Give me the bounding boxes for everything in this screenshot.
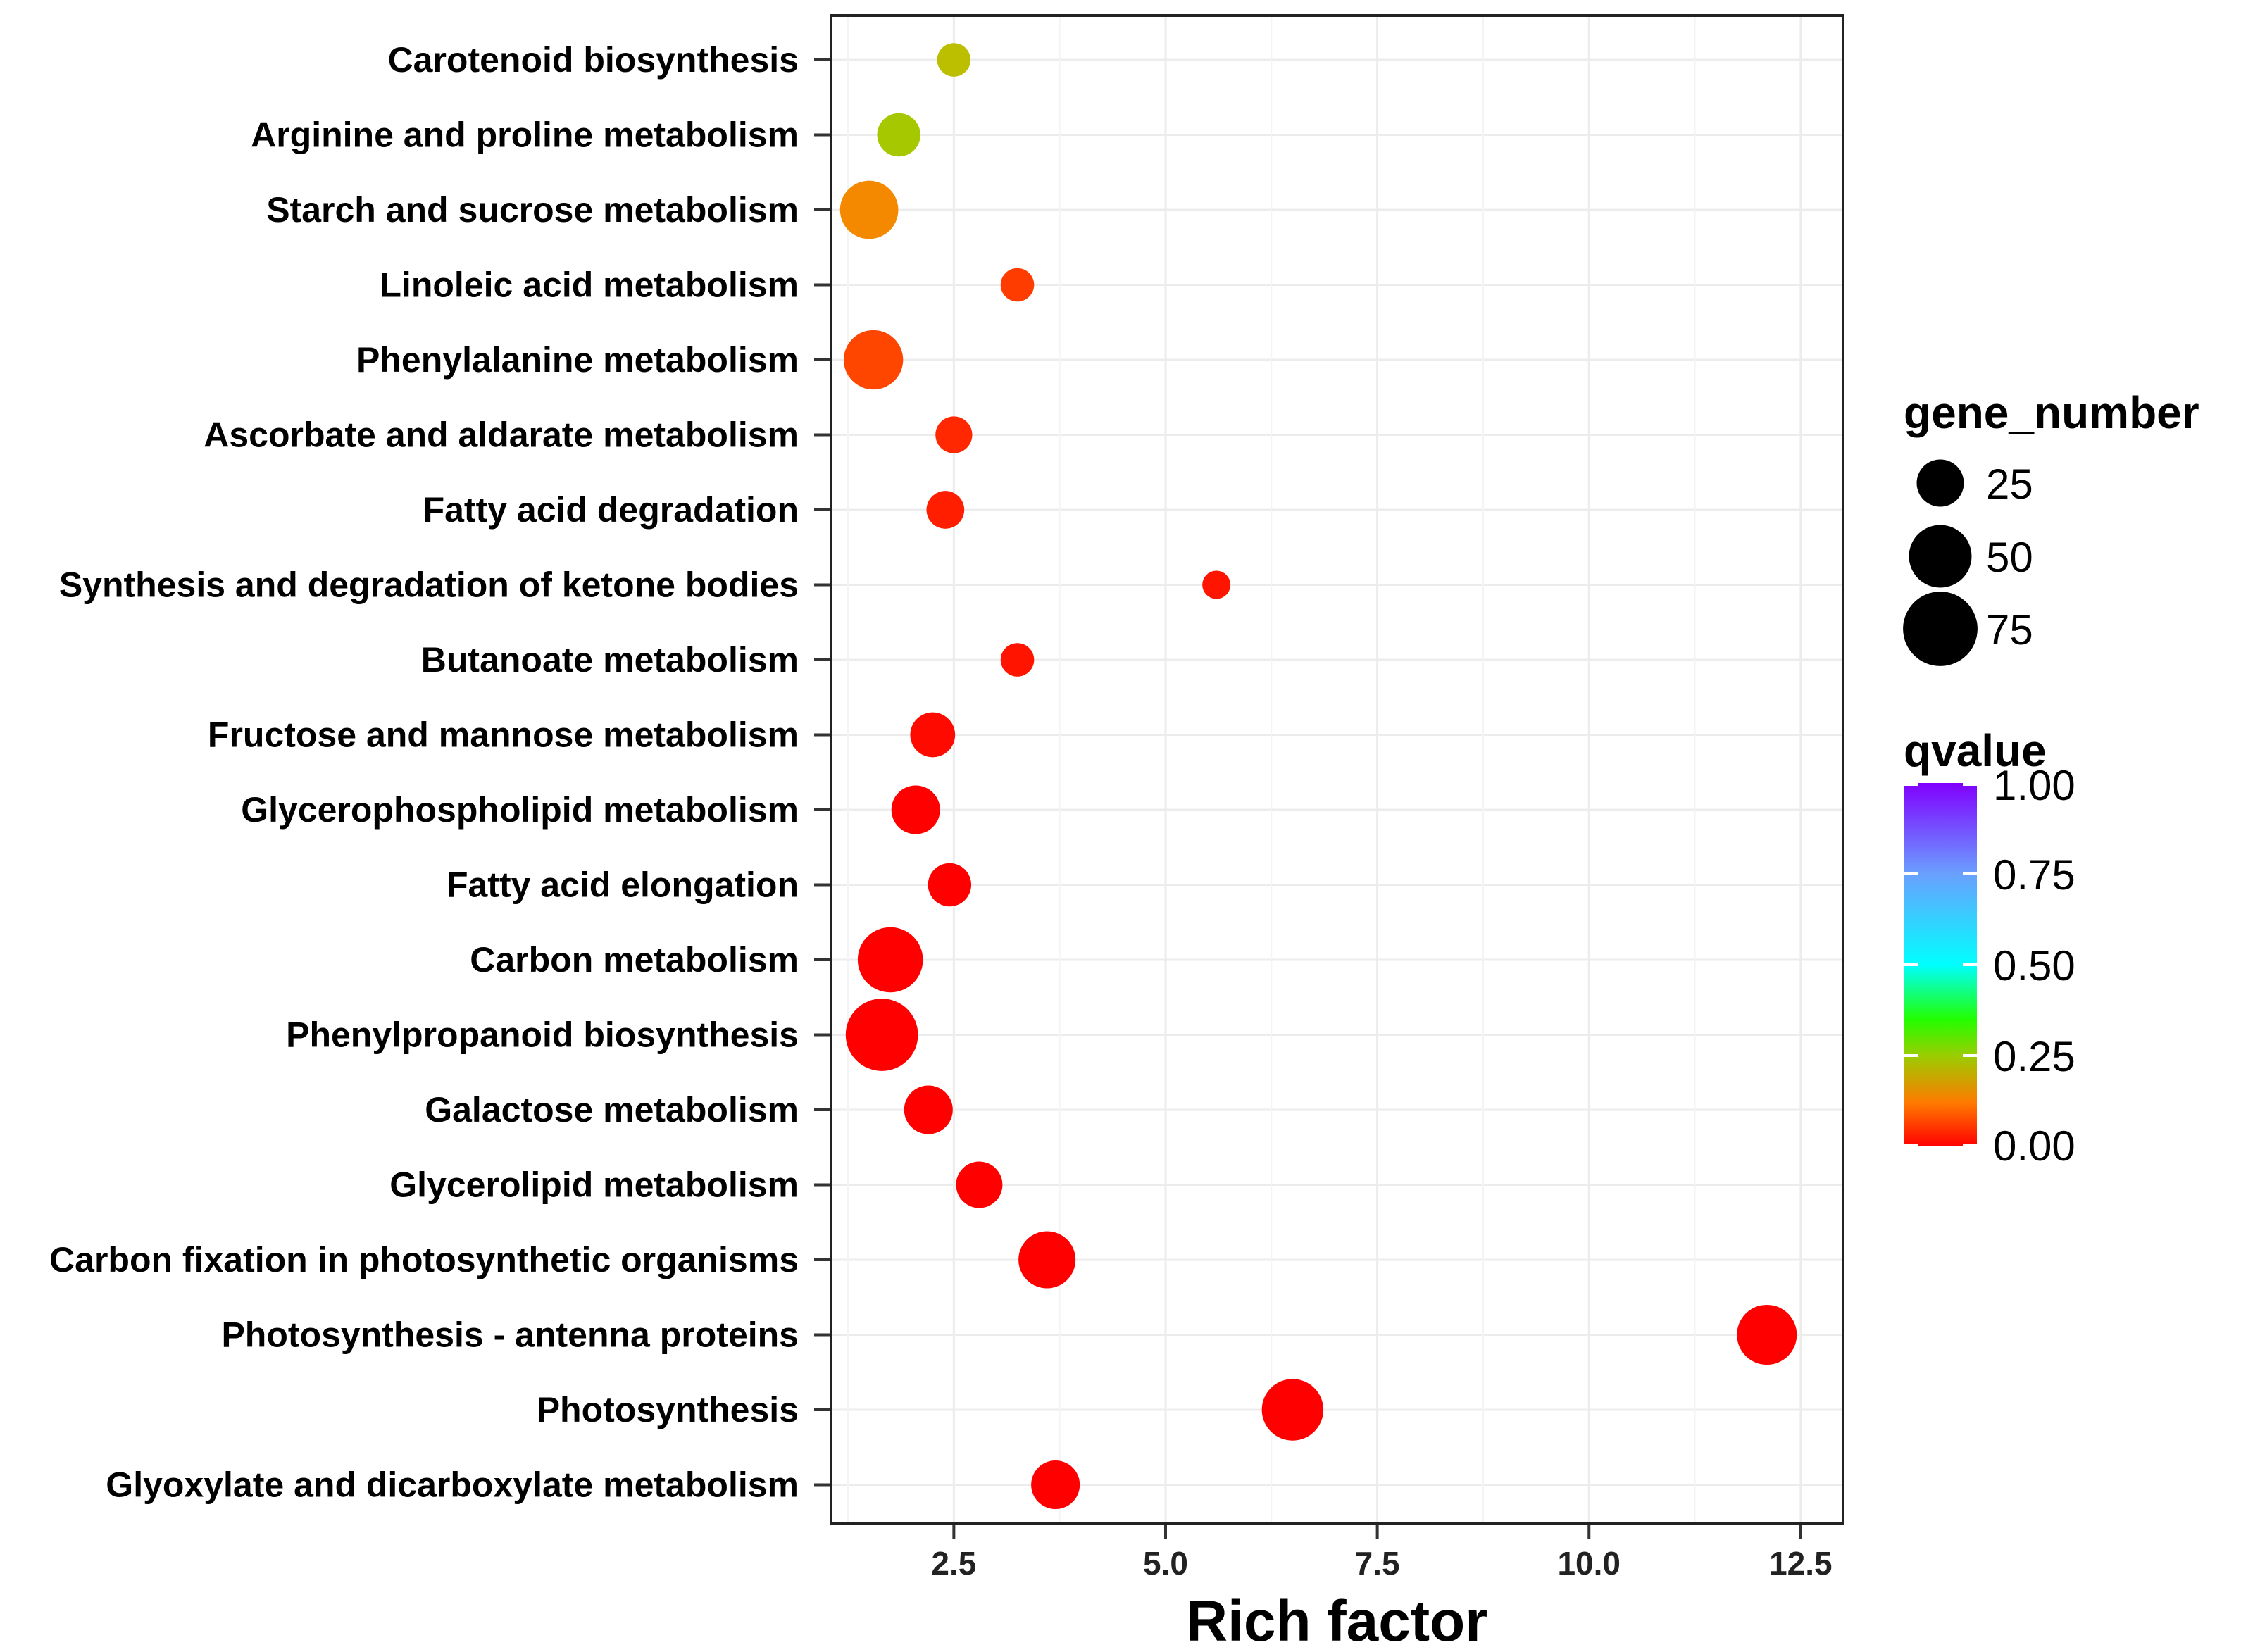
plot-border — [830, 14, 1844, 1525]
y-tick-label: Carotenoid biosynthesis — [388, 40, 799, 80]
x-axis: 2.5 5.0 7.5 10.0 12.5 — [931, 1524, 1833, 1582]
data-point — [1000, 643, 1035, 677]
data-point — [845, 999, 918, 1071]
size-legend-dot — [1916, 459, 1964, 507]
data-point — [1737, 1304, 1797, 1365]
data-point — [1031, 1460, 1080, 1510]
y-tick-label: Photosynthesis — [537, 1390, 799, 1429]
y-tick-label: Linoleic acid metabolism — [380, 265, 799, 305]
y-tick-label: Glycerolipid metabolism — [389, 1165, 799, 1205]
data-point — [877, 113, 920, 157]
x-tick-label: 12.5 — [1769, 1545, 1833, 1582]
data-point — [928, 863, 972, 907]
y-tick-label: Glyoxylate and dicarboxylate metabolism — [106, 1465, 799, 1505]
data-point — [843, 330, 904, 390]
data-point — [956, 1161, 1003, 1208]
x-axis-label: Rich factor — [1186, 1589, 1487, 1652]
data-point — [935, 416, 973, 453]
y-tick-label: Synthesis and degradation of ketone bodi… — [59, 565, 799, 605]
plot-background — [831, 15, 1843, 1524]
y-tick-label: Fatty acid degradation — [423, 490, 799, 530]
x-tick-label: 7.5 — [1355, 1545, 1400, 1582]
data-points — [839, 43, 1797, 1510]
y-axis: Carotenoid biosynthesis Arginine and prol… — [49, 40, 831, 1505]
y-tick-label: Glycerophospholipid metabolism — [241, 790, 799, 830]
color-legend-title: qvalue — [1904, 725, 2047, 776]
color-legend-label: 1.00 — [1993, 762, 2075, 809]
y-tick-label: Starch and sucrose metabolism — [266, 190, 799, 230]
y-tick-label: Phenylpropanoid biosynthesis — [286, 1015, 799, 1055]
color-legend-label: 0.50 — [1993, 942, 2075, 989]
size-legend-dot — [1903, 592, 1978, 666]
y-tick-label: Ascorbate and aldarate metabolism — [204, 415, 799, 455]
color-legend: qvalue 1.00 0.75 0.50 0.25 0.00 — [1904, 725, 2075, 1170]
data-point — [1000, 268, 1035, 302]
color-legend-label: 0.75 — [1993, 851, 2075, 899]
data-point — [937, 43, 971, 77]
y-tick-label: Carbon fixation in photosynthetic organi… — [49, 1240, 799, 1279]
y-tick-label: Arginine and proline metabolism — [251, 115, 799, 155]
color-legend-label: 0.00 — [1993, 1122, 2075, 1170]
data-point — [1202, 570, 1231, 599]
data-point — [1261, 1379, 1324, 1441]
y-tick-label: Carbon metabolism — [470, 940, 799, 980]
size-legend: gene_number 25 50 75 — [1903, 387, 2199, 666]
y-tick-label: Galactose metabolism — [425, 1090, 799, 1130]
color-legend-label: 0.25 — [1993, 1033, 2075, 1080]
data-point — [926, 491, 965, 529]
y-tick-label: Photosynthesis - antenna proteins — [221, 1315, 799, 1355]
size-legend-label: 50 — [1986, 534, 2033, 581]
y-tick-label: Fructose and mannose metabolism — [208, 715, 799, 755]
data-point — [857, 927, 923, 993]
x-tick-label: 10.0 — [1557, 1545, 1621, 1582]
size-legend-title: gene_number — [1904, 387, 2199, 438]
data-point — [904, 1085, 953, 1134]
gridlines — [831, 15, 1843, 1524]
x-tick-label: 5.0 — [1143, 1545, 1188, 1582]
x-tick-label: 2.5 — [931, 1545, 976, 1582]
data-point — [891, 785, 940, 834]
data-point — [1018, 1231, 1076, 1289]
data-point — [910, 712, 956, 758]
y-tick-label: Fatty acid elongation — [447, 865, 799, 905]
y-tick-label: Butanoate metabolism — [421, 640, 799, 680]
size-legend-label: 75 — [1986, 606, 2033, 653]
y-tick-label: Phenylalanine metabolism — [356, 340, 799, 380]
size-legend-dot — [1909, 525, 1972, 588]
data-point — [839, 180, 899, 239]
size-legend-label: 25 — [1986, 461, 2033, 508]
